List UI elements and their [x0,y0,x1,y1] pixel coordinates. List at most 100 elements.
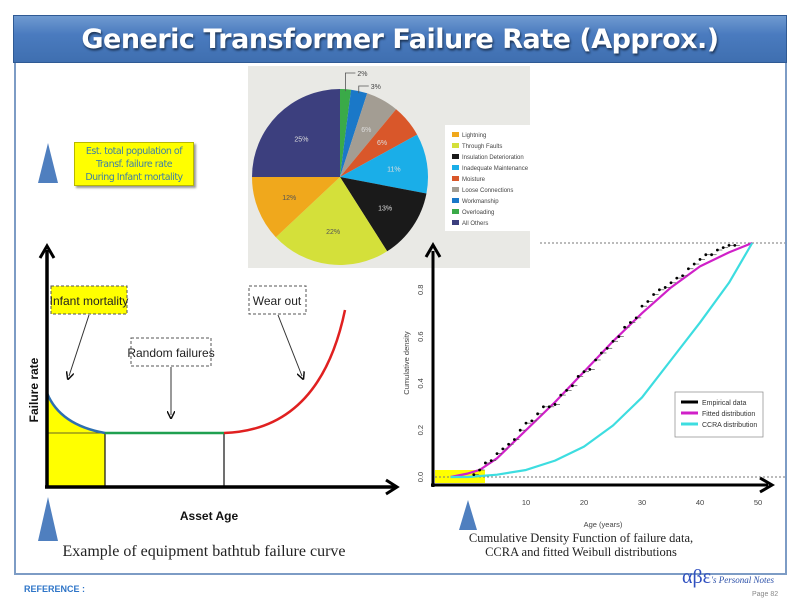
label-box-random [130,337,212,367]
label-random-failures: Random failures [127,346,214,360]
legend-label: Moisture [462,177,486,183]
legend-label: CCRA distribution [702,422,757,429]
empirical-point [524,421,528,425]
label-box-infant [50,285,128,315]
pie-slice-label: 3% [371,84,381,91]
x-tick-label: 10 [522,498,530,507]
empirical-point [489,459,493,463]
legend-swatch [452,165,459,170]
y-tick-label: 0.8 [416,285,425,295]
empirical-point [501,447,505,451]
empirical-point [542,405,545,409]
empirical-point [721,246,725,250]
pie-leader-line [358,85,369,94]
empirical-point [571,384,574,388]
logo: αβε's Personal Notes [682,567,774,587]
empirical-point [530,419,534,423]
empirical-point [484,461,487,465]
pie-slice-label: 2% [357,71,367,78]
x-tick-label: 40 [696,498,704,507]
note-line: Est. total population of [85,146,183,157]
page-indicator: Page 82 [752,590,778,599]
footer-reference: REFERENCE : [24,584,86,594]
legend-swatch [452,209,459,214]
empirical-point [716,248,719,252]
infant-mortality-curve [45,392,106,435]
empirical-point [629,321,632,324]
legend-label: Loose Connections [462,188,513,194]
legend-swatch [452,198,459,203]
empirical-point [658,288,661,292]
empirical-point [634,316,638,320]
chart-caption-line: CCRA and fitted Weibull distributions [485,545,677,559]
legend-swatch [452,132,459,137]
pie-leader-line [344,72,356,92]
estimate-note-box: Est. total population of Transf. failure… [74,142,194,186]
legend-label: Fitted distribution [702,411,755,418]
empirical-point [547,405,551,409]
chart-caption: Example of equipment bathtub failure cur… [62,543,345,560]
empirical-point [611,339,615,343]
logo-text: 's Personal Notes [711,575,774,585]
empirical-point [710,253,713,257]
legend-label: Insulation Deterioration [462,155,524,161]
cdf-chart: 10 20 30 40 50 0.0 0.2 0.4 0.6 0.8 Cumulative den… [402,241,785,559]
marker-triangle-icon [38,497,58,541]
pie-slice-label: 11% [387,166,401,173]
pie-slice-label: 6% [361,127,371,134]
bathtub-chart: Infant mortality Random failures Wear ou… [27,243,400,560]
legend-label: Overloading [462,210,494,216]
empirical-point [652,293,655,296]
empirical-point [698,257,702,261]
empirical-point [594,358,597,362]
empirical-point [472,473,476,477]
y-tick-label: 0.4 [416,378,425,388]
y-tick-label: 0.0 [416,472,425,482]
x-tick-label: 30 [638,498,646,507]
page-number: 82 [770,591,779,598]
pie-slice [340,109,418,177]
legend-label: All Others [462,221,488,227]
x-tick-label: 20 [580,498,588,507]
pie-slice-label: 6% [377,140,387,147]
empirical-point [692,262,696,266]
pie-slice [252,89,340,177]
legend-swatch [452,187,459,192]
empirical-point [681,274,684,278]
empirical-point [576,374,580,378]
pie-slice [340,89,352,177]
empirical-point [623,325,626,329]
pie-slice-label: 12% [282,195,296,202]
empirical-point [495,452,499,455]
legend-label: Workmanship [462,199,499,205]
marker-triangle-icon [38,143,58,183]
label-wear-out: Wear out [253,294,302,308]
empirical-point [605,346,609,350]
legend-label: Inadequate Maintenance [462,166,529,172]
note-line: Transf. failure rate [95,159,173,170]
label-box-wearout [248,285,307,315]
ccra-distribution-line [450,242,754,479]
legend-label: Empirical data [702,400,746,407]
empirical-point [687,267,690,271]
empirical-point [733,243,737,247]
pie-legend-box [445,125,530,231]
x-tick-label: 50 [754,498,762,507]
label-infant-mortality: Infant mortality [50,294,129,308]
empirical-point [588,367,592,371]
empirical-point [669,281,673,285]
empirical-point [617,335,621,338]
empirical-point [553,403,557,406]
pie-slice [252,177,340,238]
y-axis-arrow-icon [424,242,442,258]
empirical-point [640,304,644,308]
pie-slice [340,89,368,177]
note-line: During Infant mortality [85,172,183,183]
y-axis-label: Failure rate [27,357,41,422]
slide-title-bar: Generic Transformer Failure Rate (Approx… [13,15,787,63]
x-axis-arrow-icon [759,476,775,494]
fitted-distribution-line [450,241,753,479]
empirical-point [675,276,679,280]
empirical-point [518,428,522,432]
annotation-arrow [277,314,302,376]
